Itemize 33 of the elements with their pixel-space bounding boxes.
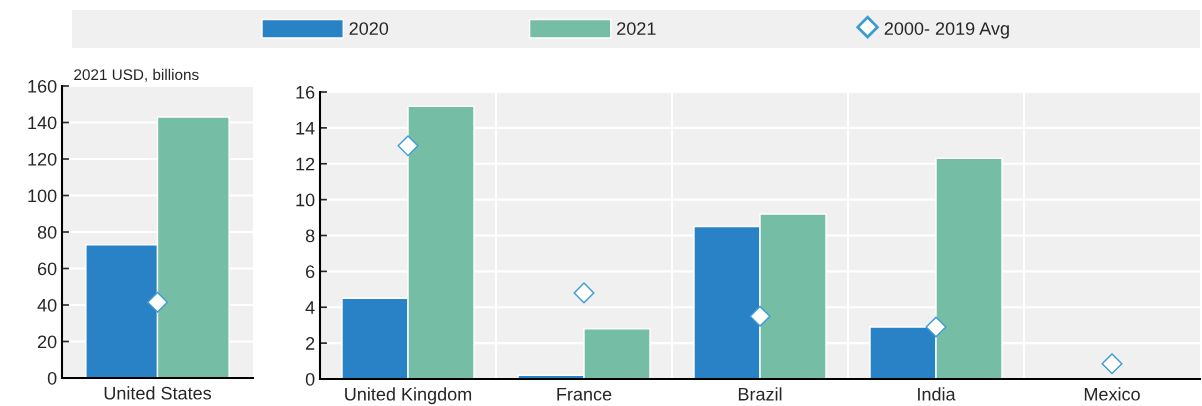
y-tick-label: 60 [37, 262, 57, 276]
y-tick-label: 40 [37, 298, 57, 312]
y-tick-label: 120 [28, 152, 57, 166]
y-tick-label: 160 [28, 79, 57, 93]
y-tick-label: 6 [306, 265, 315, 279]
point [749, 305, 771, 327]
point [1101, 353, 1123, 375]
point [925, 316, 947, 338]
x-tick-label: Mexico [1084, 387, 1140, 401]
y-tick-label: 14 [296, 122, 315, 135]
y-tick-label: 80 [37, 225, 57, 239]
y-tick-label: 16 [296, 85, 315, 99]
y-tick-label: 20 [37, 335, 57, 349]
y-tick-label: 100 [28, 189, 57, 203]
legend-label: 2021 [617, 22, 656, 35]
x-tick-label: United Kingdom [345, 387, 472, 405]
x-tick-label: France [557, 388, 612, 401]
y-tick-label: 0 [47, 371, 57, 385]
y-tick-label: 4 [305, 301, 315, 314]
x-tick-label: United States [104, 386, 212, 400]
x-tick-label: India [918, 387, 956, 401]
x-tick-label: Brazil [738, 387, 782, 401]
point [573, 282, 595, 304]
y-tick-label: 10 [296, 193, 315, 207]
legend-label: 2020 [349, 22, 389, 35]
point [397, 135, 419, 157]
y-tick-label: 0 [305, 372, 315, 386]
legend-label: 2000- 2019 Avg [884, 22, 1009, 39]
y-tick-label: 2 [306, 337, 315, 350]
y-tick-label: 12 [296, 157, 315, 171]
y-axis-title: 2021 USD, billions [74, 68, 199, 82]
y-tick-label: 8 [305, 229, 315, 243]
y-tick-label: 140 [28, 116, 57, 130]
